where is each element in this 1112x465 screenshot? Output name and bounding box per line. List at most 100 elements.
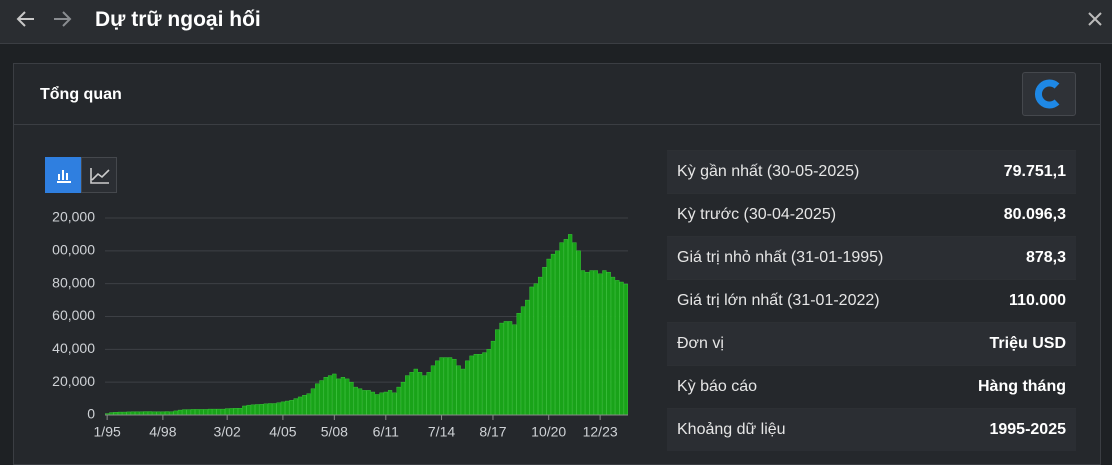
bar	[585, 271, 590, 416]
chart: 0 20,000 40,000 60,000 80,000 100,000 120,000 1…	[52, 209, 628, 440]
bar	[563, 239, 568, 416]
page-title: Dự trữ ngoại hối	[95, 8, 261, 31]
x-tick-label: 3/02	[214, 424, 241, 440]
bar	[422, 375, 427, 416]
bar	[289, 400, 294, 416]
bar	[259, 404, 264, 416]
bar	[477, 354, 483, 416]
bar	[610, 276, 616, 416]
bar	[546, 258, 551, 416]
bar	[525, 299, 530, 416]
bar	[186, 409, 191, 416]
bar	[456, 365, 461, 416]
bar	[229, 408, 234, 416]
stat-label: Khoảng dữ liệu	[677, 421, 786, 438]
bar	[280, 401, 286, 416]
bar	[177, 409, 183, 416]
bar-button[interactable]	[45, 157, 81, 193]
bar	[490, 340, 496, 416]
stat-label: Giá trị lớn nhất (31-01-2022)	[677, 292, 880, 309]
line-button[interactable]	[81, 157, 117, 193]
stats-row: Khoảng dữ liệu 1995-2025	[667, 408, 1076, 451]
bar	[237, 408, 243, 416]
logo-button[interactable]	[1022, 72, 1076, 116]
bar	[207, 408, 213, 416]
bar	[173, 410, 178, 416]
bar	[272, 403, 277, 416]
bar	[349, 381, 354, 416]
stat-label: Kỳ báo cáo	[677, 378, 758, 395]
x-tick-label: 6/11	[373, 424, 399, 440]
stats-row: Đơn vị Triệu USD	[667, 322, 1076, 365]
y-tick-label: 100,000	[52, 242, 95, 258]
y-tick-label: 120,000	[52, 209, 95, 225]
bar	[310, 388, 316, 416]
bar	[615, 280, 620, 416]
x-tick-label: 1/95	[94, 424, 121, 440]
y-tick-label: 0	[87, 406, 95, 422]
bar	[499, 322, 504, 416]
bar	[302, 395, 307, 416]
stats-row: Kỳ trước (30-04-2025) 80.096,3	[667, 193, 1076, 236]
bar	[443, 357, 448, 416]
bar	[387, 390, 393, 416]
bar	[293, 398, 298, 416]
separator	[14, 124, 1100, 125]
bar	[396, 386, 401, 416]
stats-row: Giá trị lớn nhất (31-01-2022) 110.000	[667, 279, 1076, 322]
close-button[interactable]	[1087, 11, 1103, 27]
logo	[1035, 79, 1060, 109]
bar	[392, 392, 397, 416]
bar	[520, 306, 526, 416]
bar	[267, 403, 273, 416]
bar	[143, 411, 148, 416]
bar	[486, 349, 491, 416]
bar	[370, 391, 376, 416]
bar	[512, 324, 517, 416]
y-tick-label: 40,000	[52, 340, 95, 356]
x-tick-label: 8/17	[479, 424, 506, 440]
bar	[212, 408, 217, 416]
bar	[199, 409, 204, 416]
bar	[182, 409, 187, 416]
stat-value: 80.096,3	[1003, 206, 1066, 223]
bar	[580, 270, 586, 416]
bar	[383, 391, 388, 416]
bar	[460, 368, 466, 416]
bar	[598, 273, 603, 416]
bar	[319, 380, 324, 416]
bar	[220, 408, 226, 416]
bar	[285, 400, 290, 416]
bar	[165, 411, 170, 416]
bar	[413, 368, 418, 416]
bar	[417, 372, 423, 416]
bar	[465, 360, 470, 416]
nav-arrows[interactable]	[10, 0, 90, 43]
bar	[619, 281, 624, 416]
bar	[602, 270, 607, 416]
bar	[537, 276, 543, 416]
bar	[332, 373, 337, 416]
bar	[576, 250, 581, 416]
stats-row: Kỳ báo cáo Hàng tháng	[667, 365, 1076, 408]
bar	[469, 355, 474, 416]
bar	[426, 372, 431, 416]
stats-row: Kỳ gần nhất (30-05-2025) 79.751,1	[667, 150, 1076, 193]
bar	[473, 354, 478, 416]
bar	[593, 270, 598, 416]
stat-value: 110.000	[1009, 292, 1066, 309]
stat-value: Triệu USD	[989, 335, 1066, 352]
bar	[323, 377, 328, 416]
bar	[482, 352, 487, 416]
bar	[203, 409, 208, 416]
bar	[379, 392, 384, 416]
y-tick-label: 80,000	[52, 274, 95, 290]
bar	[345, 378, 350, 416]
bar	[567, 234, 573, 416]
bar	[297, 396, 303, 416]
bar	[315, 383, 320, 416]
chart-type-toggle	[45, 157, 117, 193]
x-tick-label: 5/08	[321, 424, 348, 440]
bar	[357, 388, 363, 416]
bar	[439, 357, 444, 416]
